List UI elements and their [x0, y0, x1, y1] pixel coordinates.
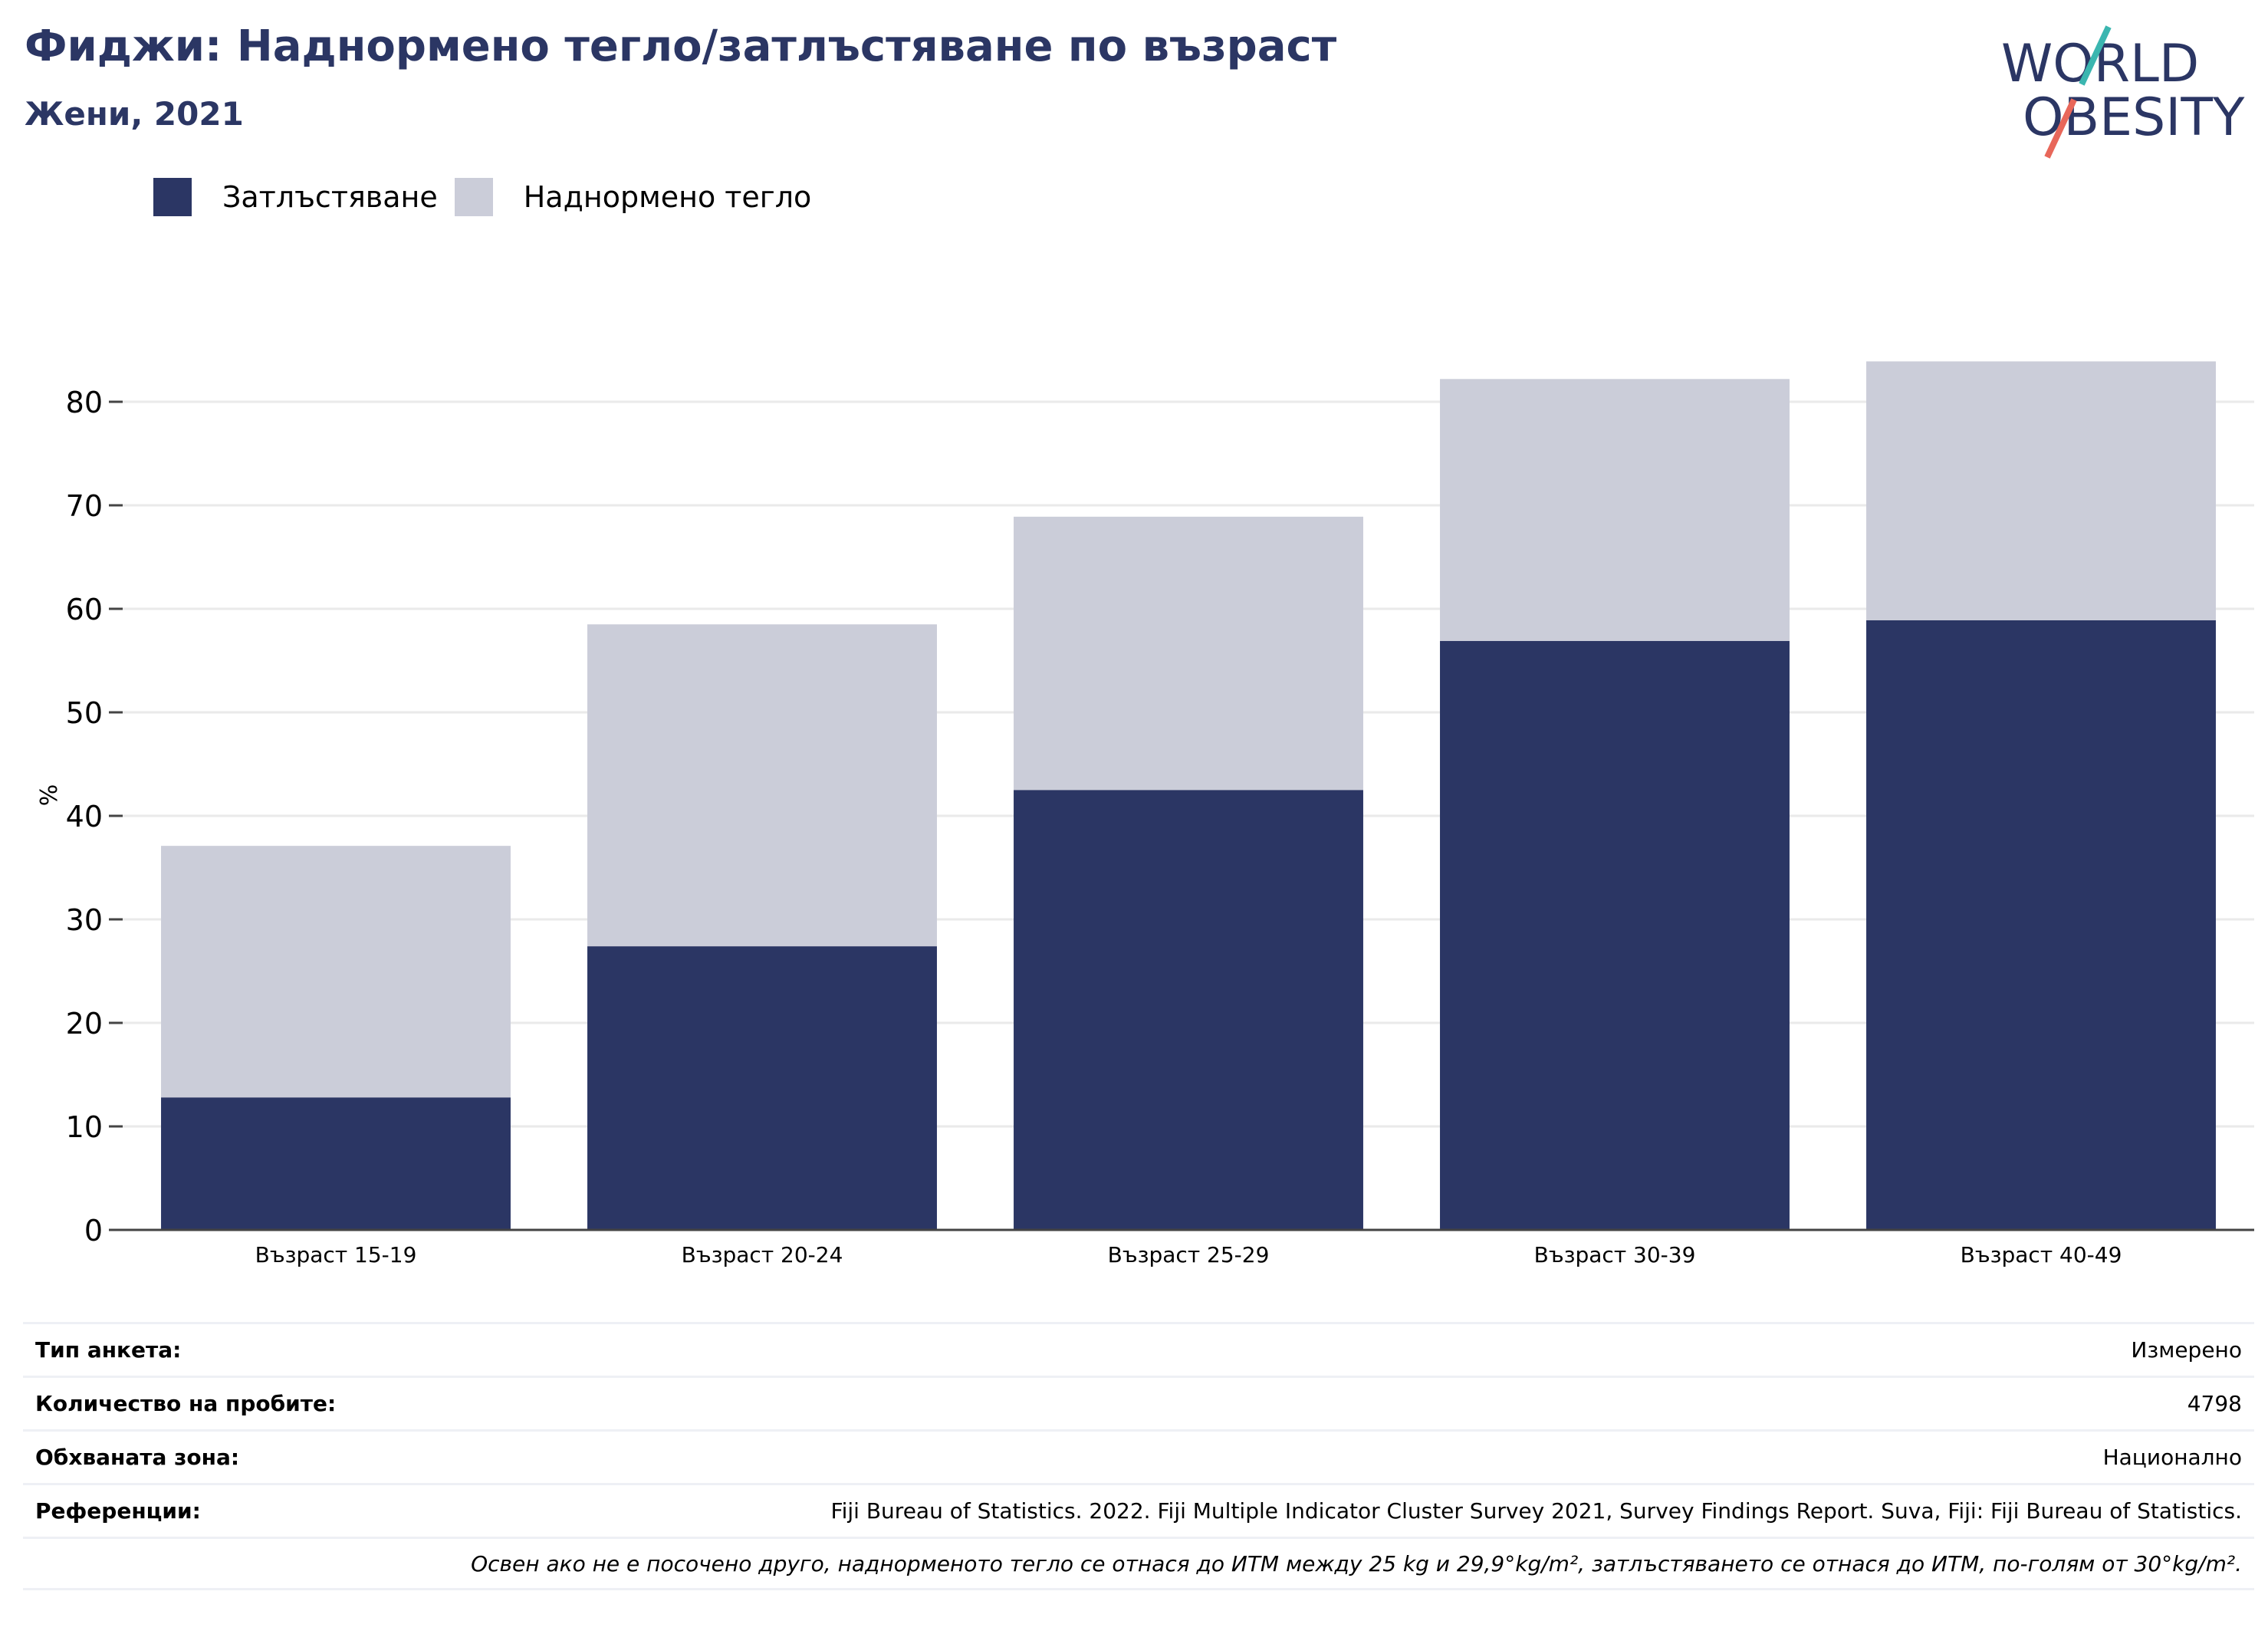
y-tick-label: 30	[66, 903, 103, 937]
bar-overweight-4	[1440, 379, 1790, 641]
info-key: Тип анкета:	[35, 1337, 182, 1363]
chart-subtitle: Жени, 2021	[25, 95, 244, 133]
bar-obesity-2	[587, 946, 937, 1230]
x-tick-label: Възраст 30-39	[1534, 1242, 1696, 1267]
logo-slash-teal	[2079, 25, 2112, 86]
info-key: Количество на пробите:	[35, 1391, 337, 1416]
y-tick-label: 80	[66, 386, 103, 419]
legend-swatch-overweight	[454, 178, 493, 216]
logo-slash-coral	[2044, 98, 2077, 159]
survey-info-table: Тип анкета: Измерено Количество на проби…	[23, 1322, 2254, 1590]
x-tick-label: Възраст 25-29	[1108, 1242, 1270, 1267]
x-tick-label: Възраст 20-24	[682, 1242, 843, 1267]
legend-item-overweight: Наднормено тегло	[454, 178, 812, 216]
info-key: Обхваната зона:	[35, 1445, 240, 1470]
bar-obesity-4	[1440, 640, 1790, 1230]
definition-note: Освен ако не е посочено друго, наднормен…	[471, 1550, 2242, 1576]
y-tick-label: 0	[84, 1214, 103, 1248]
bar-overweight-2	[587, 624, 937, 947]
chart-legend: Затлъстяване Наднормено тегло	[153, 178, 828, 216]
logo-line-2: OBESITY	[2023, 87, 2245, 148]
info-value: Измерено	[2131, 1337, 2242, 1363]
bar-obesity-5	[1866, 620, 2216, 1230]
info-row-sample-size: Количество на пробите: 4798	[23, 1376, 2254, 1429]
info-row-references: Референции: Fiji Bureau of Statistics. 2…	[23, 1483, 2254, 1537]
world-obesity-logo: WORLD OBESITY	[2001, 25, 2245, 159]
y-tick-label: 40	[66, 800, 103, 833]
y-tick-label: 50	[66, 696, 103, 730]
bar-overweight-5	[1866, 361, 2216, 620]
y-tick-label: 70	[66, 489, 103, 523]
y-tick-label: 20	[66, 1007, 103, 1041]
legend-label-overweight: Наднормено тегло	[523, 180, 812, 214]
bar-obesity-3	[1014, 790, 1363, 1230]
info-row-area-covered: Обхваната зона: Национално	[23, 1429, 2254, 1483]
legend-swatch-obesity	[153, 178, 192, 216]
x-tick-label: Възраст 15-19	[255, 1242, 417, 1267]
info-value: 4798	[2187, 1391, 2242, 1416]
y-tick-label: 10	[66, 1110, 103, 1144]
info-key: Референции:	[35, 1498, 201, 1524]
info-row-note: Освен ако не е посочено друго, наднормен…	[23, 1537, 2254, 1590]
bar-obesity-1	[161, 1097, 511, 1230]
info-row-survey-type: Тип анкета: Измерено	[23, 1322, 2254, 1376]
bar-chart: 0 10 20 30 40 50 60 70 80% Възраст 15-19 Възраст 2…	[36, 361, 2254, 1267]
bar-overweight-3	[1014, 516, 1363, 791]
bar-overweight-1	[161, 846, 511, 1098]
chart-title: Фиджи: Наднормено тегло/затлъстяване по …	[25, 21, 1337, 71]
info-value: Fiji Bureau of Statistics. 2022. Fiji Mu…	[830, 1498, 2242, 1524]
y-tick-label: 60	[66, 593, 103, 626]
x-tick-label: Възраст 40-49	[1961, 1242, 2122, 1267]
info-value: Национално	[2102, 1445, 2242, 1470]
y-axis-label: %	[36, 784, 63, 807]
legend-item-obesity: Затлъстяване	[153, 178, 438, 216]
legend-label-obesity: Затлъстяване	[222, 180, 438, 214]
